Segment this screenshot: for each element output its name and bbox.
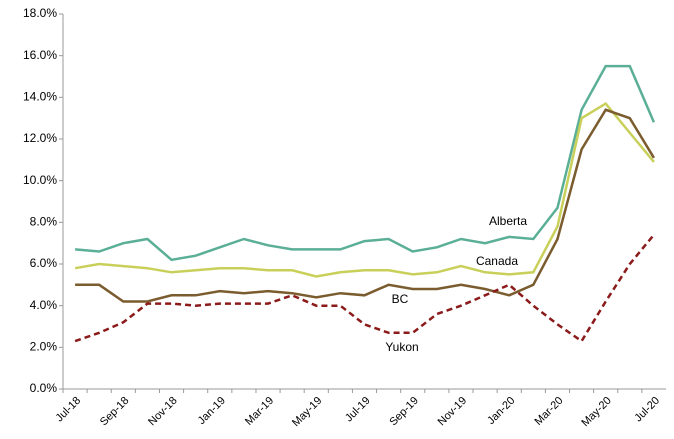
series-line — [74, 101, 655, 278]
x-tick-label: May-20 — [579, 395, 613, 429]
y-tick-label: 8.0% — [30, 215, 58, 229]
x-tick-label: Jul-20 — [632, 395, 662, 425]
x-tick-label: May-19 — [290, 395, 324, 429]
series-line — [74, 234, 655, 343]
x-tick-label: Jul-18 — [54, 395, 84, 425]
y-tick-label: 2.0% — [30, 340, 58, 354]
series-line — [75, 108, 655, 303]
y-tick-label: 0.0% — [30, 381, 58, 395]
y-tick-label: 16.0% — [23, 48, 57, 62]
x-tick-label: Sep-18 — [98, 395, 132, 429]
y-tick-label: 12.0% — [23, 131, 57, 145]
x-tick-label: Jan-20 — [485, 395, 517, 427]
x-tick-label: Mar-20 — [533, 395, 566, 428]
y-tick-label: 10.0% — [23, 173, 57, 187]
series-line — [74, 64, 656, 262]
series-label: Yukon — [385, 340, 418, 354]
series-label: Canada — [476, 254, 518, 268]
x-tick-label: Jan-19 — [196, 395, 228, 427]
y-tick-label: 18.0% — [23, 6, 57, 20]
x-tick-label: Sep-19 — [387, 395, 421, 429]
y-tick-label: 4.0% — [30, 298, 58, 312]
x-tick-label: Mar-19 — [243, 395, 276, 428]
x-tick-label: Jul-19 — [343, 395, 373, 425]
series-label: Alberta — [489, 214, 527, 228]
series-label: BC — [392, 292, 409, 306]
x-tick-label: Nov-19 — [436, 395, 470, 429]
y-tick-label: 6.0% — [30, 256, 58, 270]
y-tick-label: 14.0% — [23, 90, 57, 104]
x-tick-label: Nov-18 — [146, 395, 180, 429]
